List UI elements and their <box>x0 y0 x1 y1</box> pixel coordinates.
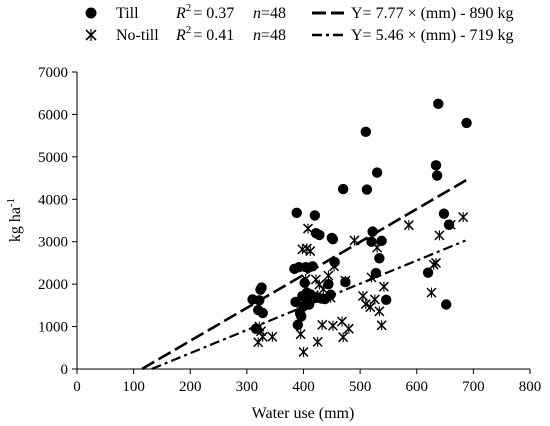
y-tick-label: 2000 <box>38 277 68 293</box>
notill-point <box>340 275 351 286</box>
notill-point <box>434 230 445 241</box>
till-point <box>440 299 452 310</box>
y-tick-label: 6000 <box>38 107 68 123</box>
axes <box>76 72 530 370</box>
y-axis-label: kg ha-1 <box>5 198 24 242</box>
till-point <box>422 267 434 278</box>
till-point <box>361 184 373 195</box>
legend-till-r2: R2 = 0.37 <box>175 2 234 22</box>
notill-point <box>360 299 371 310</box>
legend-notill-label: No-till <box>116 27 159 44</box>
y-tick-label: 3000 <box>38 235 68 251</box>
y-tick-label: 0 <box>61 362 69 378</box>
x-tick-label: 600 <box>406 379 429 395</box>
notill-point <box>369 294 380 305</box>
till-point <box>291 207 302 219</box>
notill-point <box>325 292 336 303</box>
y-tick-label: 1000 <box>38 320 68 336</box>
x-tick-label: 500 <box>349 379 372 395</box>
notill-point <box>338 332 349 343</box>
x-tick-label: 0 <box>73 379 81 395</box>
till-point <box>367 226 378 237</box>
till-point <box>290 296 301 308</box>
legend: Till R2 = 0.37 n=48 Y= 7.77 × (mm) - 890 … <box>85 2 513 44</box>
legend-notill-marker <box>85 29 97 41</box>
notill-point <box>378 281 389 292</box>
notill-point <box>458 212 469 223</box>
y-tick-label: 7000 <box>38 65 68 81</box>
notill-point <box>327 320 338 331</box>
x-axis-label: Water use (mm) <box>252 405 355 422</box>
till-point <box>257 307 268 319</box>
till-point <box>376 235 387 247</box>
notill-point <box>349 235 360 246</box>
till-point <box>380 294 392 306</box>
y-tick-label: 4000 <box>38 192 68 208</box>
data-points <box>247 98 472 358</box>
notill-point <box>372 242 383 253</box>
notill-point <box>374 306 385 317</box>
notill-point <box>357 290 368 302</box>
x-tick-label: 300 <box>236 379 259 395</box>
x-tick-label: 200 <box>179 379 202 395</box>
notill-point <box>343 323 354 334</box>
notill-point <box>376 320 387 331</box>
fit-lines <box>141 178 468 370</box>
notill-point <box>366 272 377 283</box>
legend-notill-n: n=48 <box>253 27 286 44</box>
notill-point <box>318 284 329 295</box>
legend-till-marker <box>85 7 97 19</box>
till-point <box>461 117 472 129</box>
notill-point <box>302 223 314 234</box>
notill-point <box>430 257 442 268</box>
notill-point <box>329 261 340 272</box>
notill-point <box>445 219 456 230</box>
till-point <box>314 229 325 241</box>
y-ticks: 0 1000 2000 3000 4000 5000 6000 7000 <box>38 65 77 378</box>
till-point <box>443 219 455 230</box>
till-point <box>309 210 321 221</box>
till-point <box>360 126 371 138</box>
notill-point <box>323 270 334 281</box>
till-point <box>307 261 318 272</box>
x-ticks: 0 100 200 300 400 500 600 700 800 <box>73 369 541 395</box>
notill-point <box>317 319 328 330</box>
till-point <box>256 282 267 293</box>
notill-point <box>267 331 278 342</box>
legend-notill-r2: R2 = 0.41 <box>175 24 234 44</box>
legend-till-n: n=48 <box>253 5 286 22</box>
till-point <box>431 170 443 181</box>
notill-point <box>295 329 306 340</box>
x-tick-label: 100 <box>122 379 145 395</box>
till-point <box>374 253 385 264</box>
x-tick-label: 700 <box>462 379 485 395</box>
legend-till-label: Till <box>116 5 139 22</box>
till-point <box>327 233 339 245</box>
till-point <box>433 98 444 110</box>
till-point <box>254 295 265 306</box>
notill-point <box>426 287 437 298</box>
notill-point <box>257 331 268 342</box>
notill-point <box>312 336 323 347</box>
till-point <box>292 319 304 331</box>
till-point <box>430 160 442 171</box>
legend-till-fit-label: Y= 7.77 × (mm) - 890 kg <box>351 5 513 22</box>
legend-notill-fit-label: Y= 5.46 × (mm) - 719 kg <box>351 27 513 44</box>
x-tick-label: 400 <box>292 379 315 395</box>
notill-point <box>308 290 319 301</box>
till-point <box>371 167 383 178</box>
x-tick-label: 800 <box>519 379 542 395</box>
notill-point <box>298 346 309 358</box>
till-fit-line <box>141 178 468 370</box>
till-point <box>438 208 450 219</box>
y-tick-label: 5000 <box>38 150 68 166</box>
notill-point <box>296 306 307 317</box>
notill-point <box>300 274 311 285</box>
till-point <box>337 183 349 195</box>
notill-point <box>403 220 414 231</box>
notill-point <box>305 246 316 257</box>
